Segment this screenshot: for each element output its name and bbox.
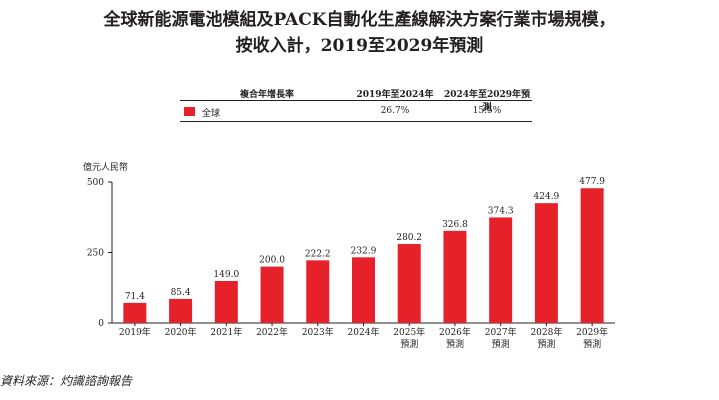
bar: [214, 280, 238, 323]
data-label: 200.0: [259, 256, 285, 266]
x-tick-label: 2029年: [576, 326, 608, 338]
x-tick-label: 2028年: [530, 326, 562, 338]
chart-title-line2: 按收入計，2019至2029年預測: [235, 36, 484, 56]
x-tick-label: 2026年: [439, 326, 471, 338]
bar: [443, 230, 467, 323]
data-label: 71.4: [125, 292, 145, 302]
bar: [489, 217, 513, 323]
x-tick-sublabel: 預測: [446, 338, 464, 350]
x-tick-sublabel: 預測: [400, 338, 418, 350]
data-label: 424.9: [534, 192, 560, 202]
x-tick-sublabel: 預測: [492, 338, 510, 350]
data-label: 374.3: [488, 206, 514, 216]
x-tick-label: 2020年: [165, 326, 197, 338]
data-label: 85.4: [171, 288, 191, 298]
x-tick-label: 2019年: [119, 326, 151, 338]
data-label: 326.8: [442, 220, 468, 230]
cagr-header-label: 複合年增長率: [240, 90, 295, 100]
data-label: 280.2: [396, 233, 422, 243]
bar: [306, 260, 330, 323]
y-tick-label: 250: [87, 249, 104, 259]
bar: [260, 266, 284, 323]
cagr-header-row: 複合年增長率 2019年至2024年 2024年至2029年預測: [180, 82, 532, 113]
legend-label: 全球: [202, 109, 221, 119]
bar: [352, 257, 375, 323]
bar: [534, 203, 558, 323]
cagr-row-global: 全球 26.7% 15.5%: [180, 101, 532, 122]
bar: [397, 243, 421, 323]
cagr-col1-header: 2019年至2024年: [356, 90, 434, 100]
y-tick-label: 500: [87, 178, 104, 188]
x-tick-label: 2022年: [256, 326, 288, 338]
cagr-value-1: 26.7%: [380, 106, 410, 116]
cagr-value-2: 15.5%: [472, 106, 502, 116]
cagr-table: 複合年增長率 2019年至2024年 2024年至2029年預測 全球 26.7…: [180, 82, 532, 122]
data-label: 222.2: [305, 249, 331, 259]
bar: [580, 188, 604, 323]
y-tick-label: 0: [98, 319, 104, 329]
x-tick-sublabel: 預測: [537, 338, 555, 350]
y-axis-unit-label: 億元人民幣: [83, 163, 129, 173]
bar: [123, 302, 147, 323]
x-tick-label: 2025年: [393, 326, 425, 338]
data-label: 477.9: [579, 177, 605, 187]
cagr-col2-header: 2024年至2029年預測: [443, 90, 531, 113]
x-tick-label: 2023年: [302, 326, 334, 338]
x-tick-label: 2027年: [485, 326, 517, 338]
x-tick-label: 2024年: [348, 326, 380, 338]
x-tick-sublabel: 預測: [583, 338, 601, 350]
data-label: 232.9: [351, 246, 377, 256]
bar: [169, 298, 193, 323]
data-label: 149.0: [213, 270, 239, 280]
source-note: 資料來源：灼識諮詢報告: [0, 374, 133, 388]
legend-swatch: [184, 107, 195, 116]
x-tick-label: 2021年: [210, 326, 242, 338]
chart-title-line1: 全球新能源電池模組及PACK自動化生產線解決方案行業市場規模，: [103, 10, 616, 30]
